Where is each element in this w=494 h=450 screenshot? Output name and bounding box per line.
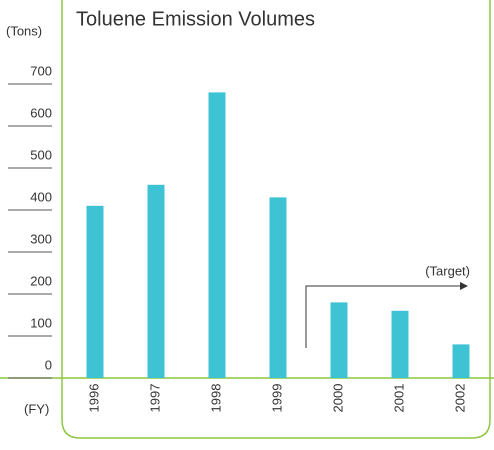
y-tick-label: 600 [30, 105, 52, 120]
y-tick-label: 300 [30, 231, 52, 246]
y-tick-label: 700 [30, 63, 52, 78]
frame [61, 0, 491, 439]
bar [452, 344, 470, 378]
y-tick-label: 500 [30, 147, 52, 162]
y-tick-label: 100 [30, 315, 52, 330]
target-arrow [305, 285, 466, 348]
x-tick-label: 2001 [391, 384, 406, 413]
bar [208, 92, 226, 379]
x-tick-label: 1996 [86, 384, 101, 413]
annotation: (Target) [425, 263, 470, 278]
x-tick-label: 1997 [147, 384, 162, 413]
y-tick-label: 400 [30, 189, 52, 204]
x-tick-label: 1999 [269, 384, 284, 413]
y-axis-label: (Tons) [6, 23, 42, 38]
bar [147, 184, 165, 378]
bar [269, 197, 287, 378]
x-tick-label: 2000 [330, 384, 345, 413]
arrow-head [460, 282, 468, 290]
bar [330, 302, 348, 378]
x-tick-label: 1998 [208, 384, 223, 413]
x-axis-label: (FY) [24, 401, 49, 416]
chart-title: Toluene Emission Volumes [76, 8, 315, 30]
x-tick-label: 2002 [452, 384, 467, 413]
y-tick-label: 0 [45, 357, 52, 372]
y-tick-label: 200 [30, 273, 52, 288]
bar [86, 205, 104, 378]
bar [391, 310, 409, 378]
